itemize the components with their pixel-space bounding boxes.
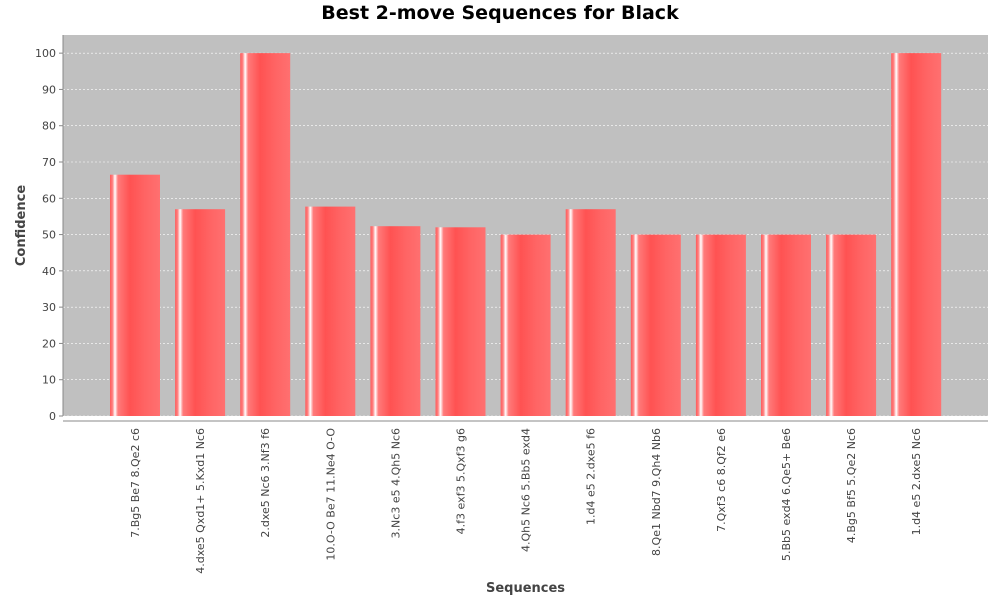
y-axis-label: Confidence <box>14 185 29 266</box>
bar <box>500 234 551 416</box>
y-tick-label: 30 <box>42 301 56 314</box>
x-axis-label: Sequences <box>486 581 565 596</box>
x-tick-label: 4.dxe5 Qxd1+ 5.Kxd1 Nc6 <box>194 428 207 574</box>
y-tick-label: 10 <box>42 374 56 387</box>
y-tick-label: 80 <box>42 120 56 133</box>
y-tick-label: 50 <box>42 229 56 242</box>
y-tick-label: 40 <box>42 265 56 278</box>
bar <box>370 226 421 416</box>
chart-title: Best 2-move Sequences for Black <box>321 2 679 24</box>
bar <box>110 174 160 416</box>
x-tick-label: 1.d4 e5 2.dxe5 Nc6 <box>910 428 923 535</box>
y-tick-label: 70 <box>42 156 56 169</box>
x-tick-label: 4.Qh5 Nc6 5.Bb5 exd4 <box>520 428 533 552</box>
x-tick-label: 7.Bg5 Be7 8.Qe2 c6 <box>129 428 142 538</box>
y-tick-labels: 0 10 20 30 40 50 60 70 80 90 100 <box>35 47 56 423</box>
x-tick-label: 3.Nc3 e5 4.Qh5 Nc6 <box>389 428 402 538</box>
x-tick-label: 7.Qxf3 c6 8.Qf2 e6 <box>715 428 728 532</box>
bar <box>240 53 291 416</box>
bar <box>761 234 811 416</box>
x-tick-label: 5.Bb5 exd4 6.Qe5+ Be6 <box>780 428 793 561</box>
y-tick-label: 0 <box>49 410 56 423</box>
y-tick-label: 90 <box>42 83 56 96</box>
bar <box>175 209 226 416</box>
bar <box>826 234 877 416</box>
bars <box>110 53 942 416</box>
x-tick-label: 4.f3 exf3 5.Qxf3 g6 <box>455 428 468 534</box>
x-tick-label: 8.Qe1 Nbd7 9.Qh4 Nb6 <box>650 428 663 556</box>
bar <box>565 209 616 416</box>
y-tick-label: 20 <box>42 337 56 350</box>
bar <box>305 206 356 416</box>
bar <box>891 53 942 416</box>
x-tick-label: 1.d4 e5 2.dxe5 f6 <box>585 428 598 525</box>
y-tick-label: 60 <box>42 192 56 205</box>
x-tick-label: 2.dxe5 Nc6 3.Nf3 f6 <box>259 428 272 538</box>
x-tick-label: 10.O-O Be7 11.Ne4 O-O <box>324 428 337 561</box>
bar <box>695 234 746 416</box>
axes <box>59 35 988 422</box>
y-tick-label: 100 <box>35 47 56 60</box>
x-tick-labels: 7.Bg5 Be7 8.Qe2 c6 4.dxe5 Qxd1+ 5.Kxd1 Nc… <box>129 428 923 574</box>
bar <box>630 234 681 416</box>
bar <box>435 227 486 416</box>
x-tick-label: 4.Bg5 Bf5 5.Qe2 Nc6 <box>845 428 858 543</box>
